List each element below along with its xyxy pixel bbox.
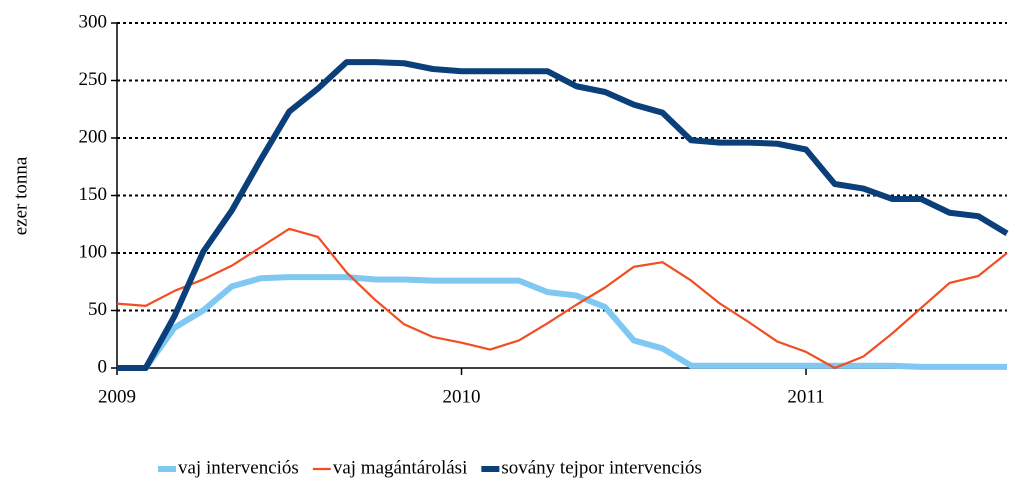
legend: vaj intervenciós vaj magántárolási sovány … bbox=[158, 457, 702, 478]
y-tick-label: 300 bbox=[79, 11, 108, 32]
series-line bbox=[117, 59, 1009, 371]
y-tick-label: 250 bbox=[79, 69, 108, 90]
y-tick-label: 0 bbox=[98, 356, 108, 377]
y-tick-label: 100 bbox=[79, 241, 108, 262]
y-axis-label: ezer tonna bbox=[10, 156, 31, 235]
series-line bbox=[116, 227, 1008, 370]
legend-label: vaj intervenciós bbox=[178, 457, 299, 478]
series-line bbox=[117, 274, 1007, 371]
x-tick-label: 2011 bbox=[787, 386, 824, 407]
legend-label: vaj magántárolási bbox=[333, 457, 468, 478]
y-tick-label: 50 bbox=[88, 299, 107, 320]
y-tick-label: 150 bbox=[79, 184, 108, 205]
y-tick-label: 200 bbox=[79, 126, 108, 147]
legend-label: sovány tejpor intervenciós bbox=[501, 457, 702, 478]
x-tick-label: 2010 bbox=[443, 386, 481, 407]
x-tick-label: 2009 bbox=[98, 386, 136, 407]
